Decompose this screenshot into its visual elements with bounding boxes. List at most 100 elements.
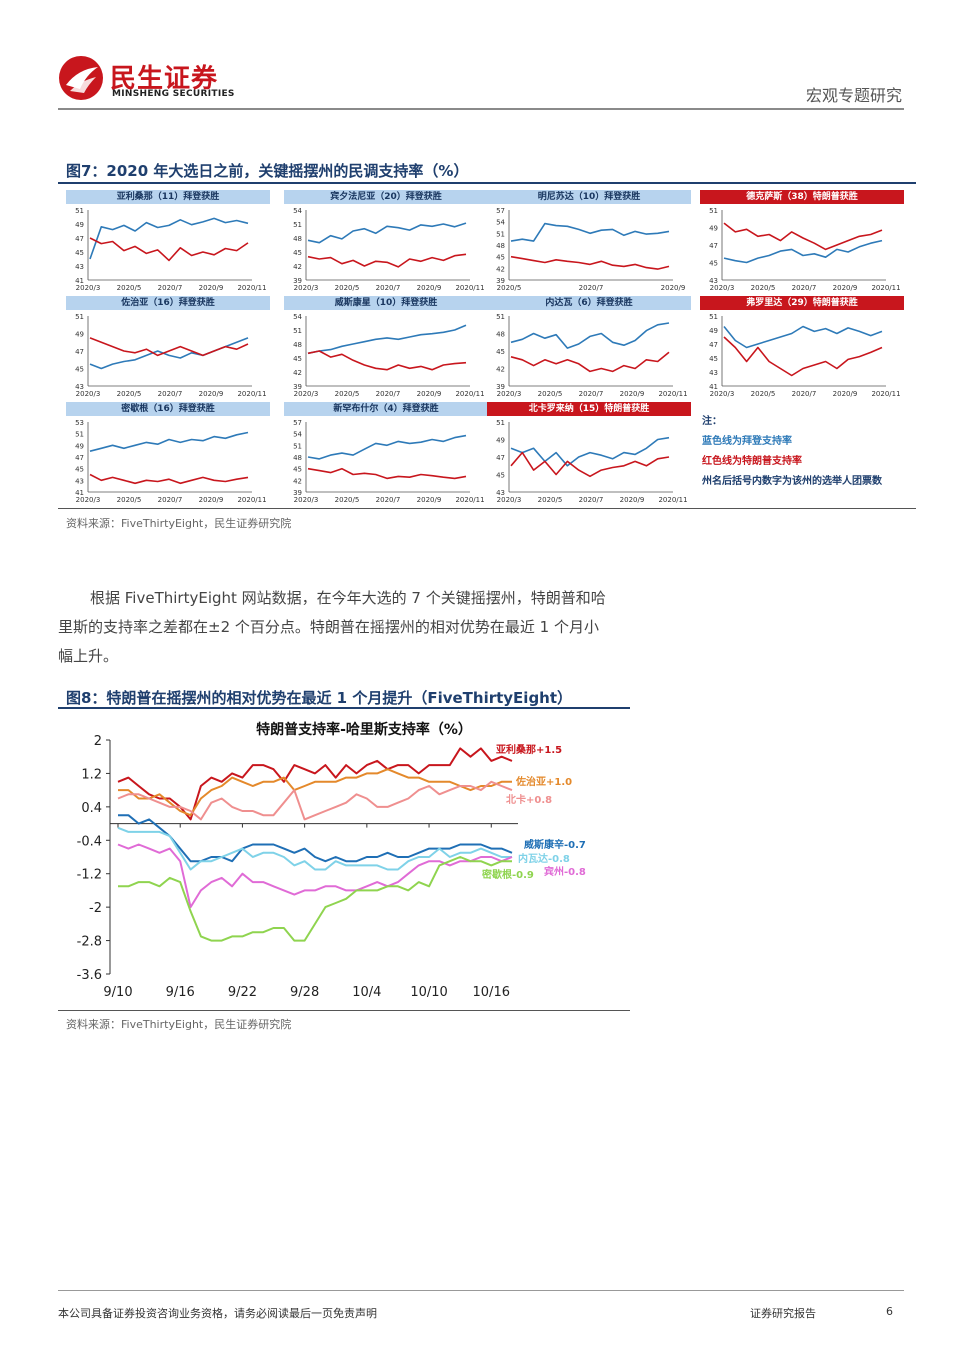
y-tick-label: 51 xyxy=(496,230,505,238)
y-tick-label: 43 xyxy=(709,369,718,377)
y-tick-label: 39 xyxy=(293,277,302,285)
panel-title: 亚利桑那（11）拜登获胜 xyxy=(66,190,270,204)
poll-panel: 密歇根（16）拜登获胜 41 43 45 47 49 51 53 2020/3 2020/5 202… xyxy=(66,402,270,506)
biden-series-line xyxy=(89,217,249,260)
biden-series-line xyxy=(723,239,883,264)
panel-plot: 39 42 45 48 51 2020/3 2020/5 2020/7 2020/9 2020/1… xyxy=(496,313,687,398)
y-tick-label: 45 xyxy=(293,466,302,474)
x-tick-label: 10/4 xyxy=(352,985,381,1000)
x-tick-label: 2020/11 xyxy=(237,284,266,292)
panel-title: 宾夕法尼亚（20）拜登获胜 xyxy=(284,190,488,204)
y-tick-label: 54 xyxy=(293,313,302,321)
x-tick-label: 2020/11 xyxy=(658,390,687,398)
series-label: 亚利桑那+1.5 xyxy=(496,743,562,756)
biden-series-line xyxy=(510,322,670,349)
series-line xyxy=(117,843,513,909)
x-tick-label: 2020/5 xyxy=(335,496,360,504)
y-tick-label: 49 xyxy=(709,225,718,233)
x-tick-label: 2020/11 xyxy=(237,390,266,398)
x-tick-label: 2020/5 xyxy=(117,496,142,504)
x-tick-label: 2020/11 xyxy=(455,496,484,504)
y-tick-label: 48 xyxy=(496,331,505,339)
y-tick-label: 43 xyxy=(75,263,84,271)
panel-title: 弗罗里达（29）特朗普获胜 xyxy=(700,296,904,310)
y-tick-label: 53 xyxy=(75,419,84,427)
panel-plot: 41 43 45 47 49 51 2020/3 2020/5 2020/7 2020/9 2020… xyxy=(75,207,266,292)
panel-plot: 39 42 45 48 51 54 57 2020/5 2020/7 2020/9 xyxy=(496,207,685,292)
y-tick-label: 39 xyxy=(293,489,302,497)
x-tick-label: 2020/7 xyxy=(376,390,401,398)
panel-plot: 43 45 47 49 51 2020/3 2020/5 2020/7 2020/9 2020/1… xyxy=(496,419,687,504)
x-tick-label: 2020/7 xyxy=(579,390,604,398)
trump-series-line xyxy=(723,336,883,377)
y-tick-label: 45 xyxy=(293,249,302,257)
panel-title: 新罕布什尔（4）拜登获胜 xyxy=(284,402,488,416)
body-line-3: 幅上升。 xyxy=(58,647,119,665)
y-tick-label: 51 xyxy=(75,313,84,321)
y-tick-label: 43 xyxy=(709,277,718,285)
x-tick-label: 2020/3 xyxy=(710,284,735,292)
y-tick-label: 51 xyxy=(709,207,718,215)
footer-disclaimer: 本公司具备证券投资咨询业务资格，请务必阅读最后一页免责声明 xyxy=(58,1307,377,1320)
x-tick-label: 2020/7 xyxy=(158,496,183,504)
trump-series-line xyxy=(307,350,467,371)
y-tick-label: 45 xyxy=(496,348,505,356)
biden-series-line xyxy=(307,434,467,460)
x-tick-label: 9/22 xyxy=(228,985,257,1000)
panel-plot: 41 43 45 47 49 51 53 2020/3 2020/5 2020/7 2020/9 20… xyxy=(75,419,266,504)
y-tick-label: 51 xyxy=(709,313,718,321)
x-tick-label: 2020/11 xyxy=(871,284,900,292)
y-tick-label: 41 xyxy=(75,277,84,285)
poll-panel: 北卡罗来纳（15）特朗普获胜 43 45 47 49 51 2020/3 2020/5 2020… xyxy=(487,402,691,506)
y-tick-label: 43 xyxy=(75,383,84,391)
x-tick-label: 2020/7 xyxy=(376,496,401,504)
y-tick-label: 47 xyxy=(75,454,84,462)
poll-panel: 亚利桑那（11）拜登获胜 41 43 45 47 49 51 2020/3 2020/5 2020… xyxy=(66,190,270,294)
notes-red-line: 红色线为特朗普支持率 xyxy=(702,456,802,467)
y-tick-label: 49 xyxy=(75,221,84,229)
panel-plot: 39 42 45 48 51 54 2020/3 2020/5 2020/7 2020/9 2020… xyxy=(293,313,484,398)
fig7-title: 图7：2020 年大选日之前，关键摇摆州的民调支持率（%） xyxy=(66,162,469,180)
x-tick-label: 2020/9 xyxy=(620,496,645,504)
x-tick-label: 2020/5 xyxy=(538,390,563,398)
x-tick-label: 2020/7 xyxy=(158,284,183,292)
minsheng-logo-icon xyxy=(59,56,103,100)
fig7-notes: 注： 蓝色线为拜登支持率 红色线为特朗普支持率 州名后括号内数字为该州的选举人团… xyxy=(702,412,882,492)
series-line xyxy=(118,768,512,817)
y-tick-label: 48 xyxy=(293,235,302,243)
y-tick-label: 45 xyxy=(293,355,302,363)
y-tick-label: 45 xyxy=(75,466,84,474)
y-tick-label: 47 xyxy=(709,242,718,250)
y-tick-label: 49 xyxy=(75,331,84,339)
y-tick-label: 51 xyxy=(75,207,84,215)
y-tick-label: 41 xyxy=(75,489,84,497)
poll-panel: 德克萨斯（38）特朗普获胜 43 45 47 49 51 2020/3 2020/5 2020/… xyxy=(700,190,904,294)
y-tick-label: 45 xyxy=(709,260,718,268)
x-tick-label: 10/10 xyxy=(410,985,447,1000)
x-tick-label: 2020/9 xyxy=(417,390,442,398)
x-tick-label: 2020/7 xyxy=(579,284,604,292)
x-tick-label: 2020/7 xyxy=(792,390,817,398)
y-tick-label: 48 xyxy=(293,454,302,462)
panel-title: 佐治亚（16）拜登获胜 xyxy=(66,296,270,310)
y-tick-label: 39 xyxy=(496,383,505,391)
y-tick-label: 42 xyxy=(293,369,302,377)
y-tick-label: 54 xyxy=(293,207,302,215)
notes-votes: 州名后括号内数字为该州的选举人团票数 xyxy=(702,476,882,487)
poll-panel: 明尼苏达（10）拜登获胜 39 42 45 48 51 54 57 2020/5 2020/7 20… xyxy=(487,190,691,294)
y-tick-label: 42 xyxy=(496,366,505,374)
notes-blue-line: 蓝色线为拜登支持率 xyxy=(702,436,792,447)
y-tick-label: 51 xyxy=(293,442,302,450)
x-tick-label: 2020/3 xyxy=(294,390,319,398)
x-tick-label: 2020/9 xyxy=(199,390,224,398)
header-divider xyxy=(58,108,904,110)
y-tick-label: 47 xyxy=(75,348,84,356)
series-line xyxy=(117,747,513,821)
panel-title: 德克萨斯（38）特朗普获胜 xyxy=(700,190,904,204)
y-tick-label: 54 xyxy=(496,219,505,227)
biden-series-line xyxy=(89,337,249,370)
poll-panel: 内达瓦（6）拜登获胜 39 42 45 48 51 2020/3 2020/5 2020/7 20… xyxy=(487,296,691,400)
y-tick-label: 45 xyxy=(496,472,505,480)
y-tick-label: 51 xyxy=(496,419,505,427)
poll-panel: 新罕布什尔（4）拜登获胜 39 42 45 48 51 54 57 2020/3 2020/5 20… xyxy=(284,402,488,506)
